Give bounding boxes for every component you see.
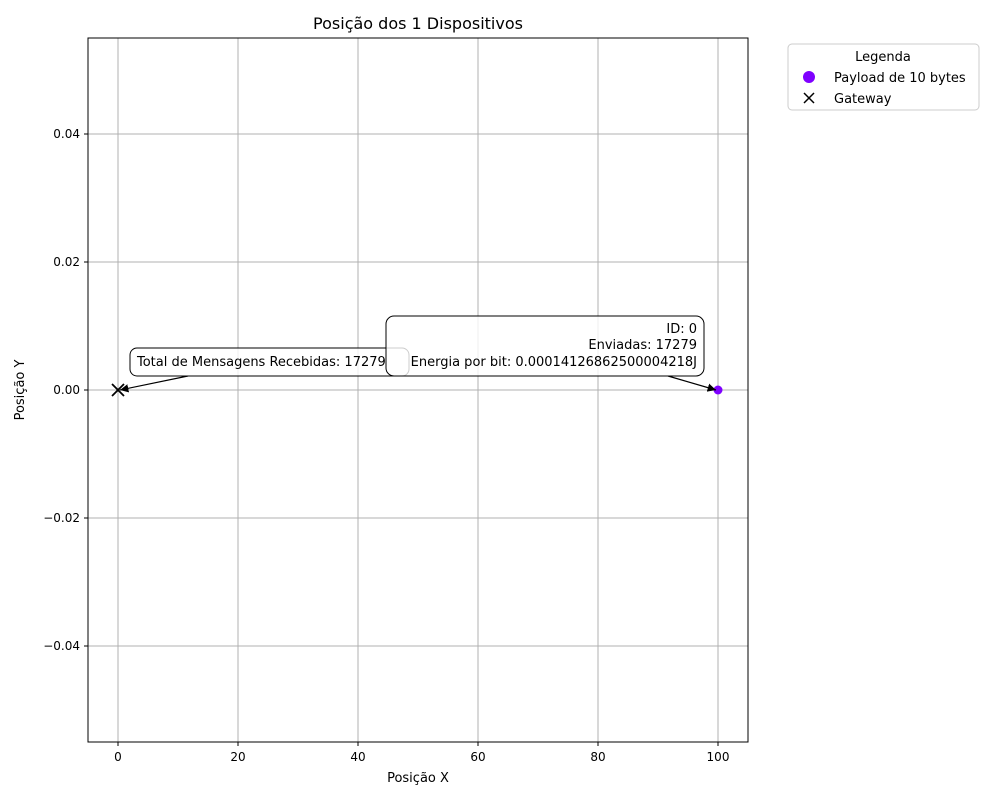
x-axis-label: Posição X: [387, 771, 449, 786]
y-tick-label: 0.02: [53, 255, 80, 269]
legend: Legenda Payload de 10 bytes Gateway: [787, 43, 980, 111]
device-annotation-arrow: [667, 375, 717, 392]
legend-entry-label: Payload de 10 bytes: [834, 71, 966, 86]
y-tick-label: −0.02: [43, 511, 80, 525]
chart-title: Posição dos 1 Dispositivos: [313, 14, 523, 33]
legend-box: [787, 43, 980, 111]
legend-x-stroke: [803, 92, 815, 104]
y-axis-label: Posição Y: [13, 360, 28, 421]
gateway-annotation-arrow: [119, 375, 189, 393]
annotations: Total de Mensagens Recebidas: 17279 ID: 0…: [119, 315, 717, 393]
gateway-annotation-text: Total de Mensagens Recebidas: 17279: [136, 355, 386, 370]
device-annotation-line: ID: 0: [666, 322, 697, 337]
y-tick-label: 0.00: [53, 383, 80, 397]
device-annotation-line: Enviadas: 17279: [588, 338, 697, 353]
x-axis: 0 20 40 60 80 100: [114, 742, 729, 764]
legend-circle-marker: [803, 71, 815, 83]
y-tick-label: 0.04: [53, 127, 80, 141]
y-axis: −0.04 −0.02 0.00 0.02 0.04: [43, 127, 88, 653]
x-tick-label: 40: [350, 750, 365, 764]
x-tick-label: 20: [230, 750, 245, 764]
y-tick-label: −0.04: [43, 639, 80, 653]
x-tick-label: 80: [590, 750, 605, 764]
device-annotation-box: [385, 315, 705, 377]
x-tick-label: 100: [707, 750, 730, 764]
legend-x-marker: [803, 92, 815, 104]
x-tick-label: 60: [470, 750, 485, 764]
device-annotation-line: Energia por bit: 0.00014126862500004218J: [411, 355, 697, 370]
legend-title: Legenda: [855, 50, 911, 65]
legend-entry-label: Gateway: [834, 92, 892, 107]
x-tick-label: 0: [114, 750, 122, 764]
